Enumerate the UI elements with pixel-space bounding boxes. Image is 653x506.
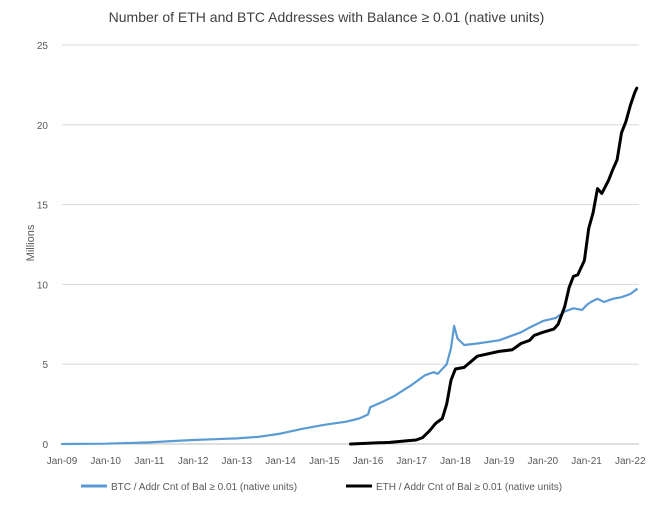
x-tick-labels: Jan-09 Jan-10 Jan-11 Jan-12 Jan-13 Jan-14 Jan-… bbox=[47, 456, 646, 467]
y-tick-label: 10 bbox=[37, 280, 49, 291]
x-tick-label: Jan-19 bbox=[484, 456, 515, 467]
x-tick-label: Jan-17 bbox=[396, 456, 427, 467]
legend: BTC / Addr Cnt of Bal ≥ 0.01 (native uni… bbox=[81, 482, 562, 493]
legend-label: BTC / Addr Cnt of Bal ≥ 0.01 (native uni… bbox=[111, 482, 297, 493]
x-tick-label: Jan-11 bbox=[135, 456, 165, 467]
y-tick-label: 25 bbox=[37, 41, 49, 52]
y-tick-labels: 0 5 10 15 20 25 bbox=[37, 41, 49, 451]
x-tick-label: Jan-21 bbox=[571, 456, 602, 467]
y-axis-label: Millions bbox=[25, 224, 37, 261]
y-tick-label: 15 bbox=[37, 201, 49, 212]
series-line-btc bbox=[60, 288, 638, 446]
x-tick-label: Jan-12 bbox=[178, 456, 209, 467]
x-tick-label: Jan-20 bbox=[528, 456, 559, 467]
series-line-eth bbox=[349, 86, 639, 446]
chart-title: Number of ETH and BTC Addresses with Bal… bbox=[108, 9, 545, 25]
x-tick-label: Jan-10 bbox=[90, 456, 121, 467]
y-tick-label: 20 bbox=[37, 121, 49, 132]
x-tick-label: Jan-16 bbox=[353, 456, 384, 467]
x-tick-label: Jan-13 bbox=[222, 456, 253, 467]
y-tick-label: 0 bbox=[42, 440, 48, 451]
legend-label: ETH / Addr Cnt of Bal ≥ 0.01 (native uni… bbox=[376, 482, 562, 493]
x-tick-label: Jan-18 bbox=[440, 456, 471, 467]
y-tick-label: 5 bbox=[42, 360, 48, 371]
x-tick-label: Jan-22 bbox=[615, 456, 646, 467]
series-lines bbox=[60, 86, 639, 446]
x-tick-label: Jan-14 bbox=[265, 456, 296, 467]
x-tick-label: Jan-09 bbox=[47, 456, 78, 467]
gridlines bbox=[62, 44, 639, 445]
x-tick-label: Jan-15 bbox=[309, 456, 340, 467]
